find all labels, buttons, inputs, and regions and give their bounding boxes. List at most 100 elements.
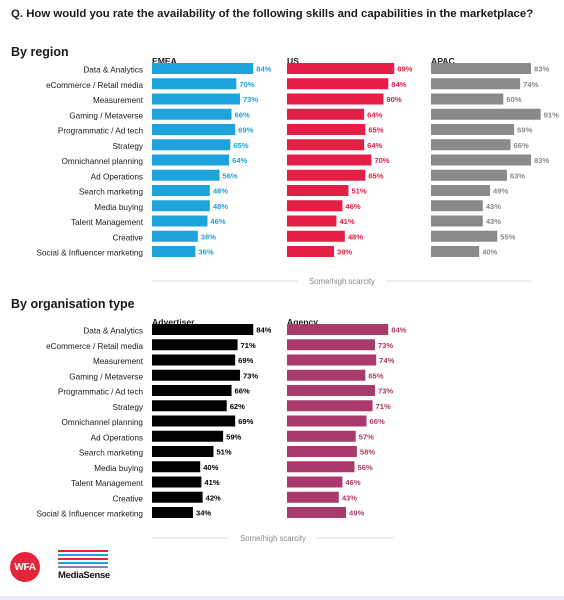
- category-label-region: Ad Operations: [91, 172, 143, 181]
- value-label-org: 84%: [256, 326, 271, 335]
- value-label-region: 83%: [534, 156, 549, 165]
- value-label-org: 71%: [241, 341, 256, 350]
- bar-org: [152, 400, 227, 412]
- value-label-region: 65%: [233, 141, 248, 150]
- bar-region: [287, 93, 384, 105]
- value-label-region: 36%: [198, 248, 213, 257]
- value-label-org: 69%: [238, 356, 253, 365]
- value-label-org: 46%: [345, 478, 360, 487]
- value-label-region: 40%: [482, 248, 497, 257]
- value-label-org: 71%: [376, 402, 391, 411]
- bar-org: [287, 369, 366, 381]
- category-label-org: Data & Analytics: [83, 327, 143, 336]
- value-label-region: 56%: [222, 171, 237, 180]
- bar-org: [287, 400, 373, 412]
- bar-region: [287, 246, 334, 257]
- value-label-region: 46%: [345, 202, 360, 211]
- value-label-region: 38%: [201, 232, 216, 241]
- value-label-org: 57%: [359, 432, 374, 441]
- value-label-org: 66%: [370, 417, 385, 426]
- value-label-org: 43%: [342, 493, 357, 502]
- bar-region: [431, 63, 532, 74]
- bar-region: [431, 230, 498, 242]
- bar-org: [152, 507, 193, 518]
- value-label-region: 69%: [517, 126, 532, 135]
- mediasense-logo-text: MediaSense: [58, 570, 110, 581]
- bar-org: [152, 385, 232, 396]
- bar-org: [287, 385, 375, 396]
- bar-org: [287, 476, 343, 488]
- bar-region: [287, 230, 345, 242]
- bar-org: [152, 476, 202, 488]
- category-label-region: Omnichannel planning: [62, 157, 144, 166]
- category-label-region: eCommerce / Retail media: [46, 81, 143, 90]
- bar-org: [287, 430, 356, 442]
- bar-region: [152, 185, 210, 196]
- value-label-org: 40%: [203, 463, 218, 472]
- bar-region: [152, 200, 210, 212]
- mediasense-logo-mark: [58, 550, 108, 568]
- bar-region: [287, 108, 365, 120]
- category-label-region: Social & Influencer marketing: [37, 249, 144, 258]
- bar-org: [152, 461, 201, 473]
- section-title-org: By organisation type: [11, 297, 135, 311]
- bar-region: [431, 169, 507, 181]
- bar-org: [287, 446, 357, 457]
- category-label-org: Ad Operations: [91, 433, 143, 442]
- category-label-region: Gaming / Metaverse: [69, 111, 143, 120]
- bar-region: [152, 124, 236, 135]
- value-label-org: 74%: [379, 356, 394, 365]
- value-label-org: 84%: [391, 326, 406, 335]
- category-label-org: Omnichannel planning: [62, 418, 144, 427]
- bar-org: [152, 415, 236, 427]
- bar-org: [152, 324, 254, 335]
- question-title: Q. How would you rate the availability o…: [11, 8, 534, 20]
- wfa-logo-text: WFA: [14, 561, 36, 573]
- value-label-org: 73%: [243, 371, 258, 380]
- bar-org: [287, 339, 375, 351]
- bar-region: [431, 200, 483, 212]
- bar-region: [287, 169, 366, 181]
- bar-region: [152, 230, 198, 242]
- bar-org: [287, 324, 389, 335]
- value-label-region: 69%: [238, 126, 253, 135]
- bar-org: [287, 354, 377, 366]
- series-header-org: Agency: [287, 317, 318, 327]
- value-label-region: 63%: [510, 171, 525, 180]
- value-label-org: 34%: [196, 509, 211, 518]
- category-label-region: Measurement: [93, 96, 144, 105]
- category-label-region: Search marketing: [79, 188, 144, 197]
- bar-org: [152, 446, 214, 457]
- bar-region: [431, 124, 515, 135]
- value-label-org: 73%: [378, 387, 393, 396]
- value-label-region: 43%: [486, 202, 501, 211]
- value-label-region: 65%: [368, 171, 383, 180]
- section-title-region: By region: [11, 45, 69, 59]
- bar-region: [152, 139, 231, 151]
- bar-region: [152, 63, 254, 74]
- value-label-org: 59%: [226, 432, 241, 441]
- category-label-org: Media buying: [94, 464, 143, 473]
- value-label-region: 66%: [235, 110, 250, 119]
- bar-region: [431, 93, 504, 105]
- bar-region: [152, 108, 232, 120]
- value-label-org: 56%: [357, 463, 372, 472]
- category-label-region: Strategy: [113, 142, 144, 151]
- bar-region: [287, 200, 343, 212]
- value-label-region: 48%: [213, 202, 228, 211]
- value-label-region: 84%: [391, 80, 406, 89]
- bar-region: [152, 93, 240, 105]
- series-header-region: EMEA: [152, 56, 177, 66]
- bar-region: [152, 169, 220, 181]
- value-label-org: 69%: [238, 417, 253, 426]
- value-label-region: 64%: [367, 110, 382, 119]
- bar-region: [431, 78, 521, 90]
- bar-region: [287, 139, 365, 151]
- value-label-org: 51%: [216, 448, 231, 457]
- value-label-org: 42%: [206, 493, 221, 502]
- bar-org: [287, 461, 355, 473]
- bar-org: [287, 507, 347, 518]
- value-label-region: 46%: [210, 217, 225, 226]
- category-label-org: Measurement: [93, 357, 144, 366]
- series-header-region: APAC: [431, 56, 455, 66]
